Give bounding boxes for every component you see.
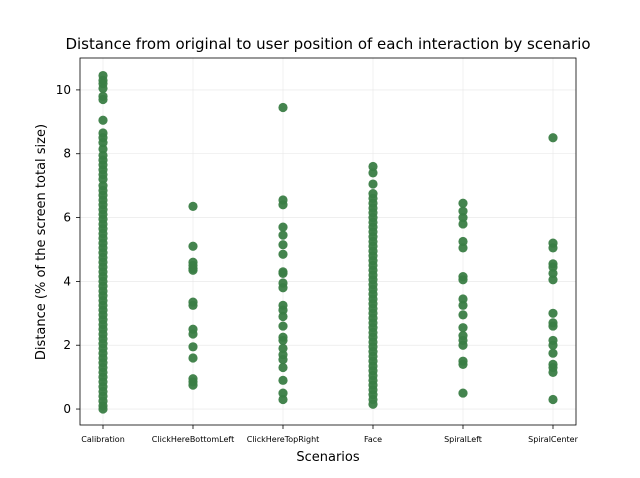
data-points	[98, 70, 558, 414]
scatter-point	[458, 388, 468, 398]
scatter-point	[548, 367, 558, 377]
scatter-point	[368, 168, 378, 178]
scatter-point	[458, 219, 468, 229]
y-tick-label: 6	[63, 211, 71, 225]
scatter-point	[278, 375, 288, 385]
scatter-point	[458, 300, 468, 310]
scatter-point	[98, 83, 108, 93]
scatter-point	[548, 268, 558, 279]
x-axis: Calibration ClickHereBottomLeft ClickHereT…	[81, 425, 579, 444]
y-tick-label: 2	[63, 338, 71, 352]
scatter-point	[548, 262, 558, 272]
y-axis-label: Distance (% of the screen total size)	[34, 124, 49, 360]
x-tick-label: SpiralLeft	[444, 435, 482, 444]
scatter-point	[278, 200, 288, 210]
scatter-point	[548, 394, 558, 405]
grid-lines	[80, 58, 576, 425]
plot-frame	[79, 57, 577, 426]
scatter-point	[278, 249, 288, 259]
scatter-point	[98, 115, 108, 125]
scatter-point	[548, 321, 558, 331]
scatter-point	[548, 243, 558, 253]
scatter-point	[278, 354, 288, 365]
scatter-point	[458, 198, 468, 208]
y-tick-label: 0	[63, 402, 71, 416]
scatter-point	[98, 137, 108, 148]
scatter-point	[278, 230, 288, 240]
scatter-point	[368, 399, 378, 409]
scatter-point	[188, 265, 198, 275]
scatter-point	[278, 305, 288, 315]
scatter-point	[278, 102, 288, 113]
scatter-point	[188, 342, 198, 352]
scatter-point	[458, 275, 468, 285]
scatter-point	[278, 335, 288, 346]
scatter-point	[548, 308, 558, 318]
x-tick-label: SpiralCenter	[528, 435, 578, 444]
scatter-point	[278, 394, 288, 405]
scatter-point	[458, 359, 468, 369]
scatter-point	[98, 94, 108, 105]
scatter-point	[278, 268, 288, 279]
scatter-point	[458, 243, 468, 253]
scatter-point	[98, 144, 108, 154]
y-axis: 0 2 4 6 8 10	[56, 83, 80, 416]
scatter-point	[98, 174, 108, 184]
scatter-point	[368, 161, 378, 172]
scatter-point	[188, 353, 198, 363]
scatter-point	[458, 236, 468, 247]
scatter-point	[278, 321, 288, 331]
scatter-point	[458, 340, 468, 350]
x-tick-label: Face	[364, 435, 382, 444]
scatter-point	[278, 388, 288, 398]
x-tick-label: ClickHereTopRight	[247, 435, 320, 444]
x-axis-label: Scenarios	[296, 450, 360, 465]
scatter-point	[458, 206, 468, 216]
x-tick-label: ClickHereBottomLeft	[152, 435, 234, 444]
scatter-point	[368, 179, 378, 189]
scatter-point	[278, 311, 288, 322]
scatter-point	[278, 222, 288, 232]
scatter-point	[548, 133, 558, 143]
scatter-point	[278, 343, 288, 354]
scatter-point	[188, 300, 198, 310]
scatter-point	[548, 275, 558, 285]
scatter-point	[458, 310, 468, 320]
scatter-point	[278, 283, 288, 293]
y-tick-label: 8	[63, 147, 71, 161]
scatter-point	[548, 340, 558, 350]
chart-title: Distance from original to user position …	[65, 35, 590, 53]
scatter-point	[458, 294, 468, 304]
scatter-point	[98, 404, 108, 414]
scatter-point	[188, 241, 198, 251]
scatter-point	[278, 362, 288, 373]
scatter-point	[458, 212, 468, 223]
scatter-point	[188, 380, 198, 390]
scatter-point	[458, 323, 468, 333]
scatter-point	[278, 240, 288, 250]
scatter-point	[188, 329, 198, 339]
scatter-point	[548, 348, 558, 358]
y-tick-label: 4	[63, 274, 71, 288]
x-tick-label: Calibration	[81, 435, 125, 444]
scatter-point	[188, 201, 198, 211]
y-tick-label: 10	[56, 83, 71, 97]
